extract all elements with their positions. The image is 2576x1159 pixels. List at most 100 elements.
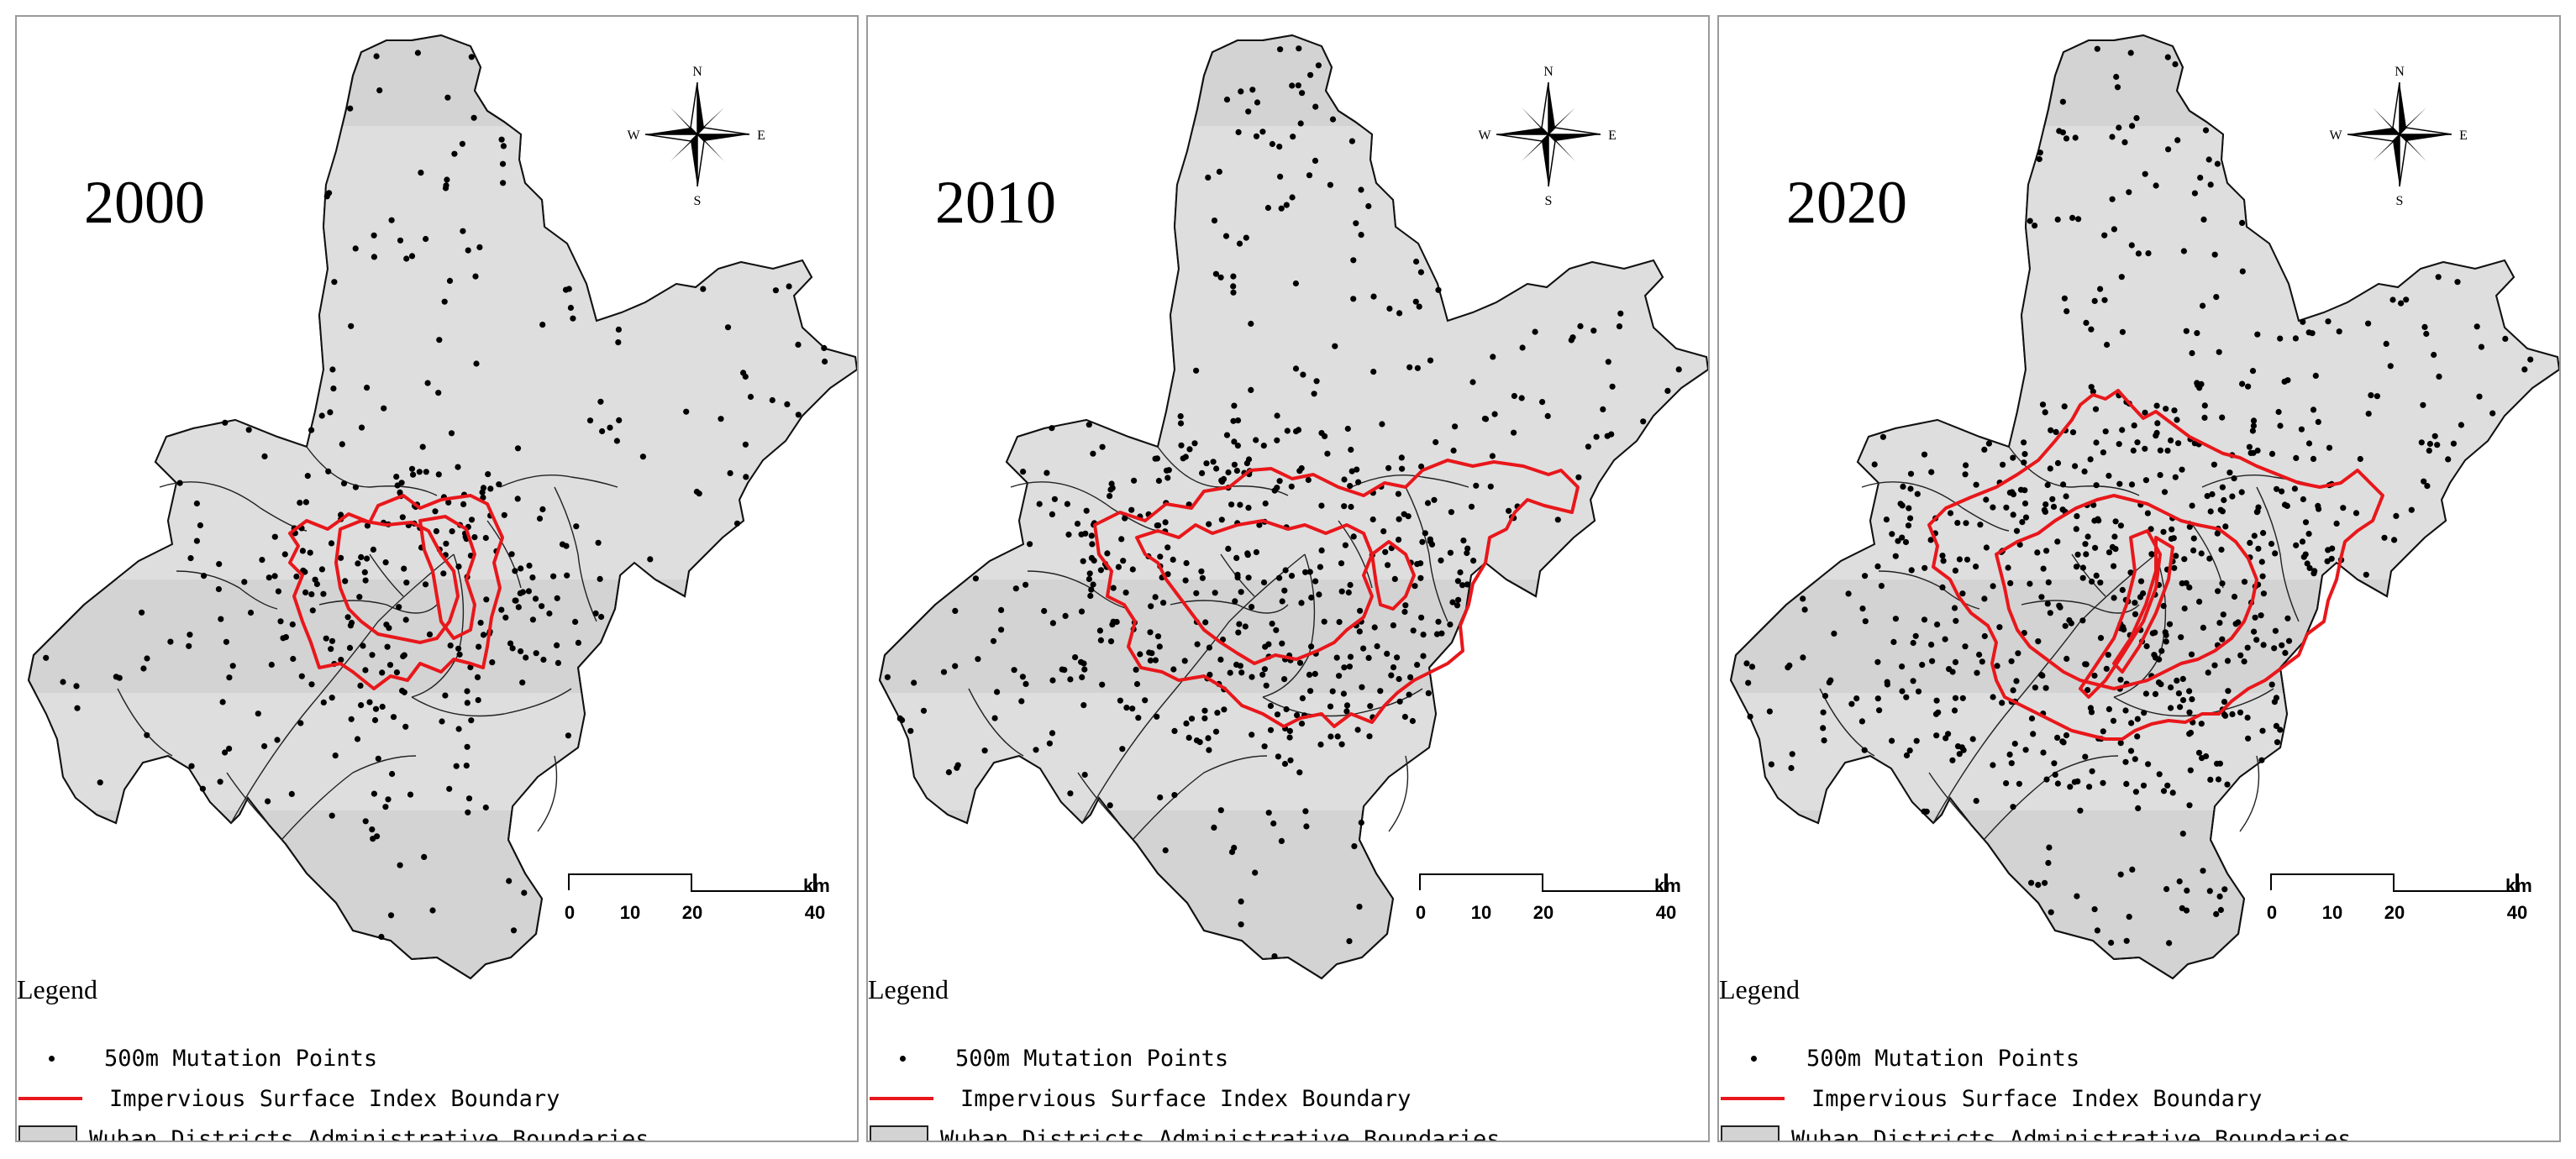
- red-line-symbol: [17, 1082, 92, 1115]
- mutation-point: [1384, 650, 1391, 658]
- mutation-point: [1322, 433, 1328, 439]
- mutation-point: [1370, 369, 1377, 375]
- mutation-point: [2166, 940, 2173, 947]
- mutation-point: [222, 749, 229, 756]
- mutation-point: [1460, 538, 1467, 544]
- mutation-point: [1019, 674, 1026, 680]
- mutation-point: [1183, 720, 1190, 727]
- mutation-point: [1464, 549, 1470, 557]
- mutation-point: [1162, 519, 1169, 526]
- mutation-point: [1249, 87, 1256, 93]
- mutation-point: [144, 732, 150, 738]
- mutation-point: [2418, 439, 2425, 446]
- mutation-point: [2042, 879, 2048, 886]
- mutation-point: [1417, 574, 1424, 581]
- mutation-point: [1242, 623, 1249, 630]
- mutation-point: [2021, 500, 2029, 507]
- mutation-point: [399, 514, 406, 521]
- mutation-point: [2176, 878, 2183, 885]
- mutation-point: [1312, 103, 1319, 110]
- mutation-point: [1406, 691, 1412, 698]
- mutation-point: [1964, 556, 1971, 563]
- mutation-point: [1895, 538, 1901, 544]
- mutation-point: [193, 538, 200, 544]
- mutation-point: [2284, 615, 2291, 621]
- mutation-point: [369, 652, 376, 658]
- mutation-point: [439, 718, 445, 725]
- mutation-point: [302, 589, 309, 596]
- mutation-point: [2164, 54, 2171, 60]
- mutation-point: [1206, 644, 1212, 651]
- mutation-point: [1927, 537, 1934, 543]
- mutation-point: [455, 726, 462, 732]
- mutation-point: [1370, 293, 1377, 300]
- mutation-point: [1425, 690, 1432, 697]
- mutation-point: [1205, 735, 1212, 742]
- mutation-point: [1914, 490, 1921, 497]
- mutation-point: [683, 408, 690, 415]
- mutation-point: [2476, 393, 2483, 400]
- mutation-point: [2311, 568, 2318, 574]
- mutation-point: [364, 555, 371, 562]
- mutation-point: [74, 705, 81, 711]
- mutation-point: [459, 140, 466, 147]
- mutation-point: [2310, 455, 2317, 463]
- mutation-point: [222, 419, 229, 426]
- mutation-point: [2216, 760, 2223, 767]
- mutation-point: [1848, 700, 1855, 707]
- mutation-point: [1401, 608, 1408, 616]
- mutation-point: [1861, 747, 1868, 753]
- mutation-point: [1994, 663, 2000, 669]
- mutation-point: [2179, 697, 2187, 704]
- mutation-point: [519, 679, 526, 686]
- mutation-point: [1334, 733, 1341, 740]
- mutation-point: [2431, 433, 2438, 439]
- mutation-point: [1203, 460, 1210, 467]
- mutation-point: [1321, 618, 1327, 625]
- mutation-point: [2175, 690, 2182, 697]
- mutation-point: [2140, 782, 2148, 789]
- mutation-point: [2084, 687, 2091, 694]
- mutation-point: [1390, 664, 1397, 671]
- mutation-point: [2268, 681, 2275, 688]
- mutation-point: [1081, 666, 1088, 673]
- mutation-point: [1249, 604, 1255, 611]
- mutation-point: [1354, 726, 1361, 733]
- mutation-point: [2259, 727, 2266, 734]
- mutation-point: [421, 853, 428, 860]
- mutation-point: [496, 481, 502, 488]
- mutation-point: [998, 606, 1005, 614]
- mutation-point: [482, 534, 489, 542]
- mutation-point: [554, 595, 560, 601]
- mutation-point: [1357, 607, 1364, 614]
- mutation-point: [567, 304, 575, 312]
- mutation-point: [1346, 938, 1353, 945]
- mutation-point: [2059, 129, 2066, 136]
- mutation-point: [510, 927, 518, 934]
- mutation-point: [1061, 667, 1068, 674]
- mutation-point: [1046, 740, 1053, 747]
- mutation-point: [1178, 442, 1185, 448]
- mutation-point: [2282, 649, 2289, 657]
- mutation-point: [1154, 633, 1162, 640]
- mutation-point: [1664, 387, 1671, 394]
- mutation-point: [444, 176, 450, 183]
- mutation-point: [2036, 155, 2042, 163]
- mutation-point: [2260, 590, 2267, 597]
- mutation-point: [1951, 605, 1958, 611]
- mutation-point: [1088, 532, 1095, 539]
- mutation-point: [1273, 627, 1280, 633]
- mutation-point: [1366, 733, 1373, 740]
- mutation-point: [1418, 463, 1425, 470]
- mutation-point: [1327, 733, 1334, 740]
- mutation-point: [1390, 622, 1396, 629]
- mutation-point: [2207, 776, 2214, 784]
- mutation-point: [2403, 296, 2410, 303]
- mutation-point: [1307, 688, 1314, 695]
- mutation-point: [1278, 837, 1285, 845]
- mutation-point: [786, 283, 792, 290]
- mutation-point: [2181, 605, 2188, 612]
- mutation-point: [1908, 567, 1915, 574]
- mutation-point: [468, 517, 476, 523]
- mutation-point: [2072, 134, 2079, 141]
